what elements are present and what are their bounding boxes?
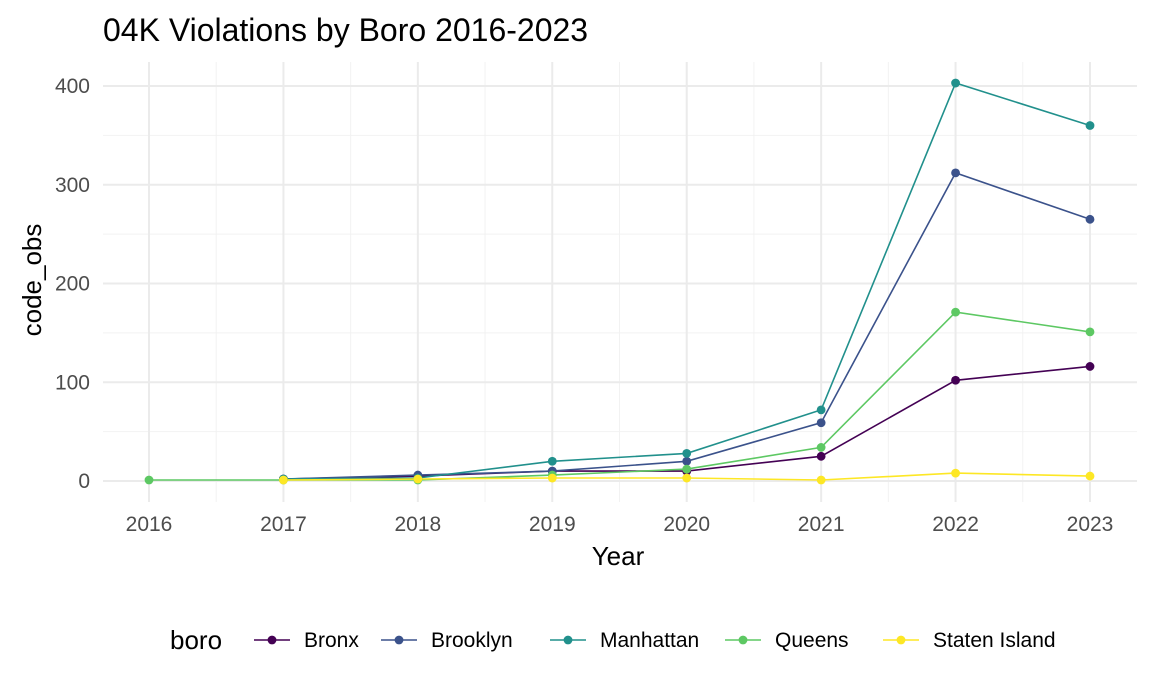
- y-tick-label: 0: [78, 470, 90, 493]
- data-point-brooklyn: [1085, 214, 1095, 224]
- legend: boro Bronx Brooklyn Manhattan Queens Staten …: [170, 625, 1056, 655]
- x-tick-label: 2023: [1067, 513, 1114, 536]
- legend-label-bronx: Bronx: [304, 629, 359, 652]
- legend-key-point-staten-island: [896, 635, 906, 645]
- data-point-manhattan: [547, 456, 557, 466]
- data-point-staten-island: [413, 474, 423, 484]
- legend-key-point-bronx: [267, 635, 277, 645]
- data-point-queens: [682, 464, 692, 474]
- y-tick-label: 100: [55, 371, 90, 394]
- y-axis-ticks: 0 100 200 300 400: [55, 75, 90, 493]
- y-tick-label: 300: [55, 174, 90, 197]
- data-point-queens: [144, 475, 154, 485]
- legend-label-staten-island: Staten Island: [933, 629, 1056, 652]
- y-tick-label: 400: [55, 75, 90, 98]
- data-point-brooklyn: [816, 418, 826, 428]
- x-tick-label: 2021: [798, 513, 845, 536]
- data-point-bronx: [951, 375, 960, 385]
- data-point-bronx: [1085, 362, 1095, 371]
- x-tick-label: 2022: [932, 513, 979, 536]
- grid: [103, 62, 1137, 502]
- data-point-manhattan: [1085, 121, 1095, 130]
- legend-title: boro: [170, 625, 222, 655]
- data-point-queens: [951, 307, 960, 317]
- data-point-bronx: [816, 451, 826, 461]
- data-point-queens: [1085, 327, 1095, 337]
- data-point-staten-island: [682, 473, 692, 483]
- data-point-staten-island: [951, 468, 960, 478]
- data-point-queens: [816, 443, 826, 452]
- data-point-brooklyn: [682, 456, 692, 466]
- x-axis-ticks: 2016 2017 2018 2019 2020 2021 2022 2023: [126, 513, 1114, 536]
- x-tick-label: 2016: [126, 513, 173, 536]
- data-point-staten-island: [816, 475, 826, 485]
- data-point-brooklyn: [951, 168, 960, 178]
- data-point-staten-island: [279, 475, 288, 485]
- x-tick-label: 2018: [394, 513, 441, 536]
- data-point-manhattan: [816, 405, 826, 415]
- y-axis-title: code_obs: [17, 224, 47, 337]
- legend-key-point-brooklyn: [394, 635, 404, 645]
- x-tick-label: 2019: [529, 513, 576, 536]
- data-point-manhattan: [682, 448, 692, 458]
- legend-label-manhattan: Manhattan: [600, 629, 699, 652]
- x-tick-label: 2017: [260, 513, 307, 536]
- series-points: [144, 78, 1095, 485]
- data-point-staten-island: [1085, 471, 1095, 481]
- y-tick-label: 200: [55, 273, 90, 296]
- x-tick-label: 2020: [663, 513, 710, 536]
- chart-title: 04K Violations by Boro 2016-2023: [103, 12, 588, 48]
- legend-key-point-queens: [738, 635, 748, 645]
- x-axis-title: Year: [592, 541, 645, 571]
- legend-label-brooklyn: Brooklyn: [431, 629, 513, 652]
- legend-key-point-manhattan: [563, 635, 573, 645]
- legend-label-queens: Queens: [775, 629, 849, 652]
- data-point-staten-island: [547, 473, 557, 483]
- data-point-manhattan: [951, 78, 960, 88]
